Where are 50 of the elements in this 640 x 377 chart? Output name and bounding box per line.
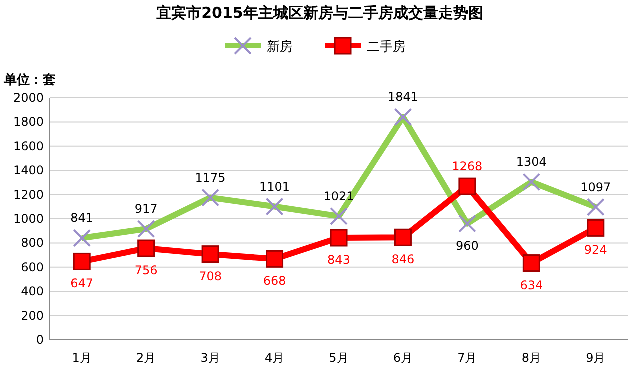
legend-label: 二手房	[367, 39, 406, 55]
y-tick-label: 1400	[13, 164, 44, 178]
x-tick-label: 6月	[393, 351, 414, 365]
y-axis-title: 单位：套	[3, 72, 56, 88]
x-tick-label: 7月	[458, 351, 478, 365]
data-label: 1268	[452, 160, 483, 174]
data-label: 756	[134, 264, 158, 278]
x-tick-label: 4月	[264, 351, 285, 365]
x-tick-label: 5月	[329, 351, 349, 365]
point	[73, 252, 91, 270]
point	[522, 254, 540, 272]
point	[202, 246, 220, 264]
data-label: 1841	[388, 90, 418, 104]
y-tick-label: 1200	[13, 188, 44, 202]
data-label: 634	[520, 278, 544, 292]
y-tick-label: 0	[36, 333, 44, 347]
point	[266, 250, 284, 268]
chart-title: 宜宾市2015年主城区新房与二手房成交量走势图	[156, 4, 484, 22]
data-label: 1101	[260, 180, 290, 194]
y-tick-label: 1000	[13, 212, 44, 226]
legend-label: 新房	[267, 39, 293, 55]
point	[587, 219, 605, 237]
data-label: 917	[134, 202, 158, 216]
point	[138, 240, 156, 258]
y-tick-label: 1600	[13, 139, 44, 154]
data-label: 668	[263, 274, 286, 288]
y-tick-label: 400	[21, 284, 44, 299]
data-label: 960	[456, 238, 479, 253]
data-label: 843	[328, 252, 350, 267]
point	[330, 229, 348, 247]
x-tick-label: 2月	[136, 351, 156, 365]
x-tick-label: 3月	[200, 351, 220, 365]
x-tick-label: 8月	[522, 351, 542, 365]
point	[458, 178, 476, 196]
y-tick-label: 1800	[13, 115, 44, 130]
y-tick-label: 2000	[13, 91, 44, 105]
y-tick-label: 600	[21, 260, 44, 274]
data-label: 924	[584, 243, 608, 258]
data-label: 1175	[195, 170, 226, 185]
data-label: 1304	[516, 155, 547, 170]
data-label: 1097	[580, 180, 612, 194]
y-tick-label: 200	[21, 308, 44, 323]
data-label: 841	[70, 211, 94, 226]
y-tick-label: 800	[21, 236, 44, 250]
point	[394, 228, 412, 246]
x-tick-label: 9月	[586, 351, 606, 365]
data-label: 708	[199, 269, 222, 284]
data-label: 846	[392, 252, 415, 267]
data-label: 647	[70, 276, 94, 291]
x-tick-label: 1月	[72, 351, 92, 365]
